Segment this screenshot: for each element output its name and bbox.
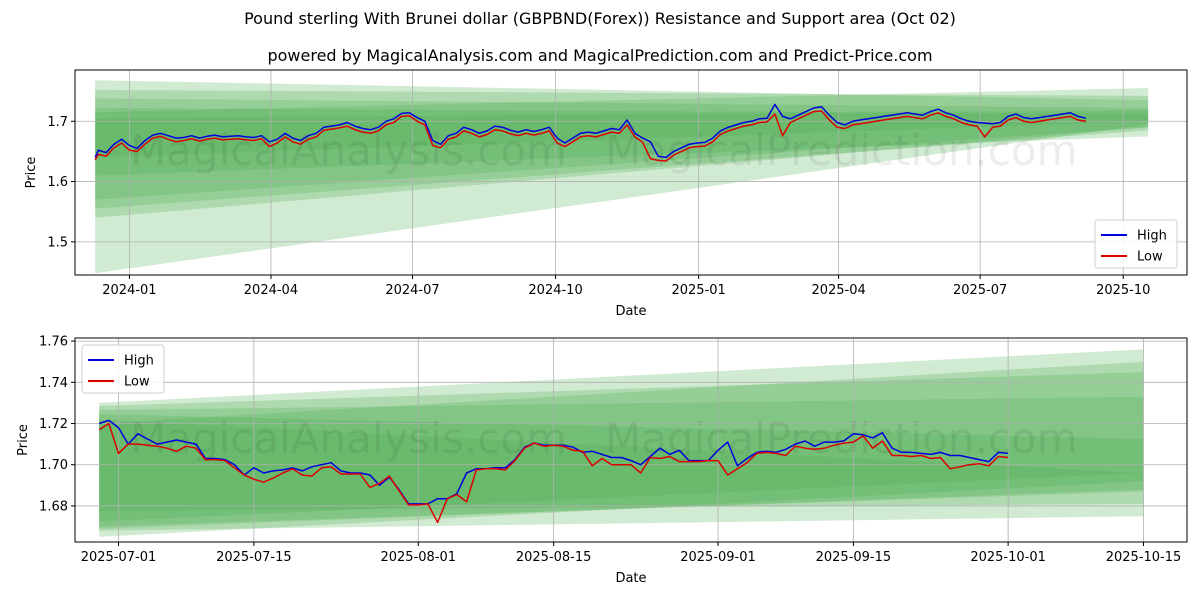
- x-tick-label: 2025-01: [671, 283, 725, 298]
- y-tick-label: 1.68: [39, 499, 68, 514]
- support-resistance-band: [95, 110, 1149, 158]
- x-axis-label: Date: [615, 571, 646, 586]
- x-tick-label: 2024-07: [385, 283, 439, 298]
- legend-label-low: Low: [1137, 250, 1163, 265]
- support-resistance-band: [99, 349, 1144, 537]
- series-line-low: [94, 110, 1087, 162]
- watermark-analysis: MagicalAnalysis.com: [130, 414, 567, 463]
- x-tick-label: 2025-04: [811, 283, 865, 298]
- y-axis-label: Price: [16, 424, 31, 456]
- top-chart: MagicalAnalysis.com MagicalPrediction.com…: [24, 69, 1188, 319]
- y-tick-label: 1.5: [47, 235, 68, 250]
- legend: High Low: [81, 344, 165, 394]
- x-tick-label: 2025-10-01: [970, 550, 1046, 565]
- legend-label-low: Low: [124, 375, 150, 390]
- y-tick-label: 1.76: [39, 335, 68, 350]
- x-tick-label: 2024-04: [244, 283, 298, 298]
- plot-frame: [74, 337, 1188, 543]
- top-chart-plot-area: MagicalAnalysis.com MagicalPrediction.com: [75, 70, 1187, 275]
- legend: High Low: [1094, 219, 1178, 269]
- legend-label-high: High: [1137, 229, 1167, 244]
- x-tick-label: 2025-09-15: [816, 550, 892, 565]
- y-tick-label: 1.7: [47, 115, 68, 130]
- series-line-low: [98, 422, 1009, 524]
- support-resistance-band: [95, 98, 1149, 209]
- y-tick-label: 1.72: [39, 417, 68, 432]
- x-tick-label: 2025-08-15: [516, 550, 592, 565]
- x-tick-label: 2025-07: [953, 283, 1007, 298]
- chart-title: Pound sterling With Brunei dollar (GBPBN…: [244, 9, 956, 28]
- watermark-analysis: MagicalAnalysis.com: [130, 126, 567, 175]
- support-resistance-band: [99, 372, 1144, 527]
- plot-frame: [74, 69, 1188, 276]
- series-line-high: [94, 103, 1087, 159]
- x-tick-label: 2025-07-15: [216, 550, 292, 565]
- legend-label-high: High: [124, 354, 154, 369]
- x-axis-label: Date: [615, 304, 646, 319]
- watermark-prediction: MagicalPrediction.com: [605, 414, 1078, 463]
- x-tick-label: 2025-10: [1096, 283, 1150, 298]
- x-tick-label: 2025-09-01: [680, 550, 756, 565]
- x-tick-label: 2024-01: [102, 283, 156, 298]
- support-resistance-band: [99, 361, 1144, 529]
- support-resistance-band: [95, 89, 1149, 218]
- bottom-chart: MagicalAnalysis.com MagicalPrediction.com…: [16, 335, 1188, 586]
- bottom-chart-plot-area: MagicalAnalysis.com MagicalPrediction.com: [75, 338, 1187, 542]
- legend-box: [81, 344, 165, 394]
- y-tick-label: 1.6: [47, 175, 68, 190]
- y-tick-label: 1.70: [39, 458, 68, 473]
- legend-box: [1094, 219, 1178, 269]
- chart-subtitle: powered by MagicalAnalysis.com and Magic…: [267, 46, 933, 65]
- x-tick-label: 2025-08-01: [380, 550, 456, 565]
- support-resistance-band: [99, 396, 1144, 531]
- x-tick-label: 2025-10-15: [1106, 550, 1182, 565]
- y-axis-label: Price: [24, 157, 39, 189]
- y-tick-label: 1.74: [39, 376, 68, 391]
- support-resistance-band: [95, 80, 1149, 274]
- x-tick-label: 2025-07-01: [81, 550, 157, 565]
- x-tick-label: 2024-10: [528, 283, 582, 298]
